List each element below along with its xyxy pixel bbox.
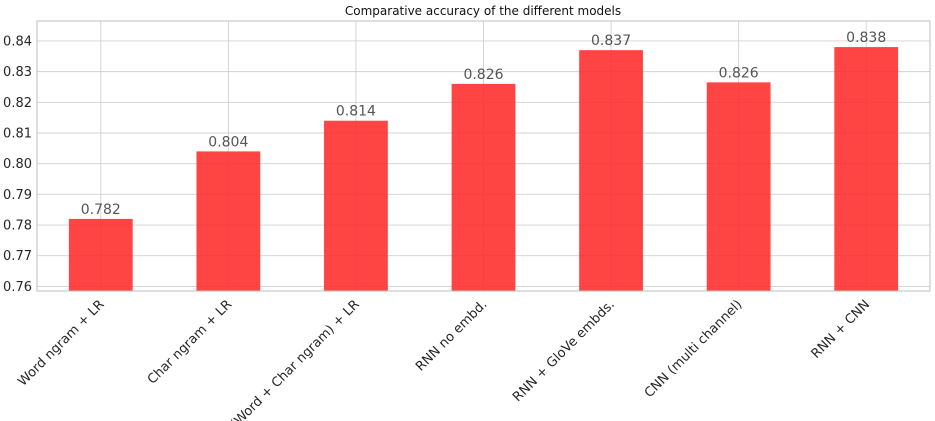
x-tick-label: CNN (multi channel) (642, 297, 746, 401)
y-tick-label: 0.84 (3, 34, 32, 49)
y-tick-label: 0.83 (3, 65, 32, 80)
y-tick-label: 0.80 (3, 157, 32, 172)
bar-value-label: 0.826 (719, 65, 759, 81)
bar-value-label: 0.804 (208, 134, 248, 150)
chart-title: Comparative accuracy of the different mo… (345, 4, 621, 18)
y-tick-label: 0.76 (3, 280, 32, 295)
bar-value-label: 0.814 (336, 104, 376, 120)
y-tick-label: 0.82 (3, 96, 32, 111)
bar (579, 50, 643, 291)
x-tick-label: RNN no embd. (413, 297, 490, 374)
bar-value-label: 0.782 (81, 202, 121, 218)
bar-value-label: 0.838 (846, 30, 886, 46)
x-tick-label: Char ngram + LR (145, 297, 235, 387)
x-axis-ticks: Word ngram + LR Char ngram + LR(Word + Ch… (15, 297, 873, 421)
bar (834, 47, 899, 291)
bar (324, 120, 388, 291)
bar (68, 218, 133, 291)
x-tick-label: (Word + Char ngram) + LR (228, 297, 363, 421)
bar (196, 151, 261, 291)
x-tick-label: RNN + GloVe embds. (510, 297, 618, 405)
plot-frame (36, 20, 931, 292)
bars (68, 47, 899, 291)
x-tick-label: Word ngram + LR (15, 297, 107, 389)
bar-value-label: 0.837 (591, 33, 631, 49)
bar-value-label: 0.826 (463, 67, 503, 83)
y-tick-label: 0.79 (3, 188, 32, 203)
y-tick-label: 0.81 (3, 126, 32, 141)
bar (451, 83, 516, 291)
y-tick-label: 0.77 (3, 249, 32, 264)
x-tick-label: RNN + CNN (809, 297, 873, 361)
y-axis-ticks: 0.76 0.77 0.78 0.79 0.80 0.81 0.82 0.83 0.84 (3, 34, 32, 294)
bar (706, 82, 771, 291)
data-labels: 0.782 0.804 0.814 0.826 0.837 0.826 0.838 (81, 30, 887, 218)
y-tick-label: 0.78 (3, 219, 32, 234)
